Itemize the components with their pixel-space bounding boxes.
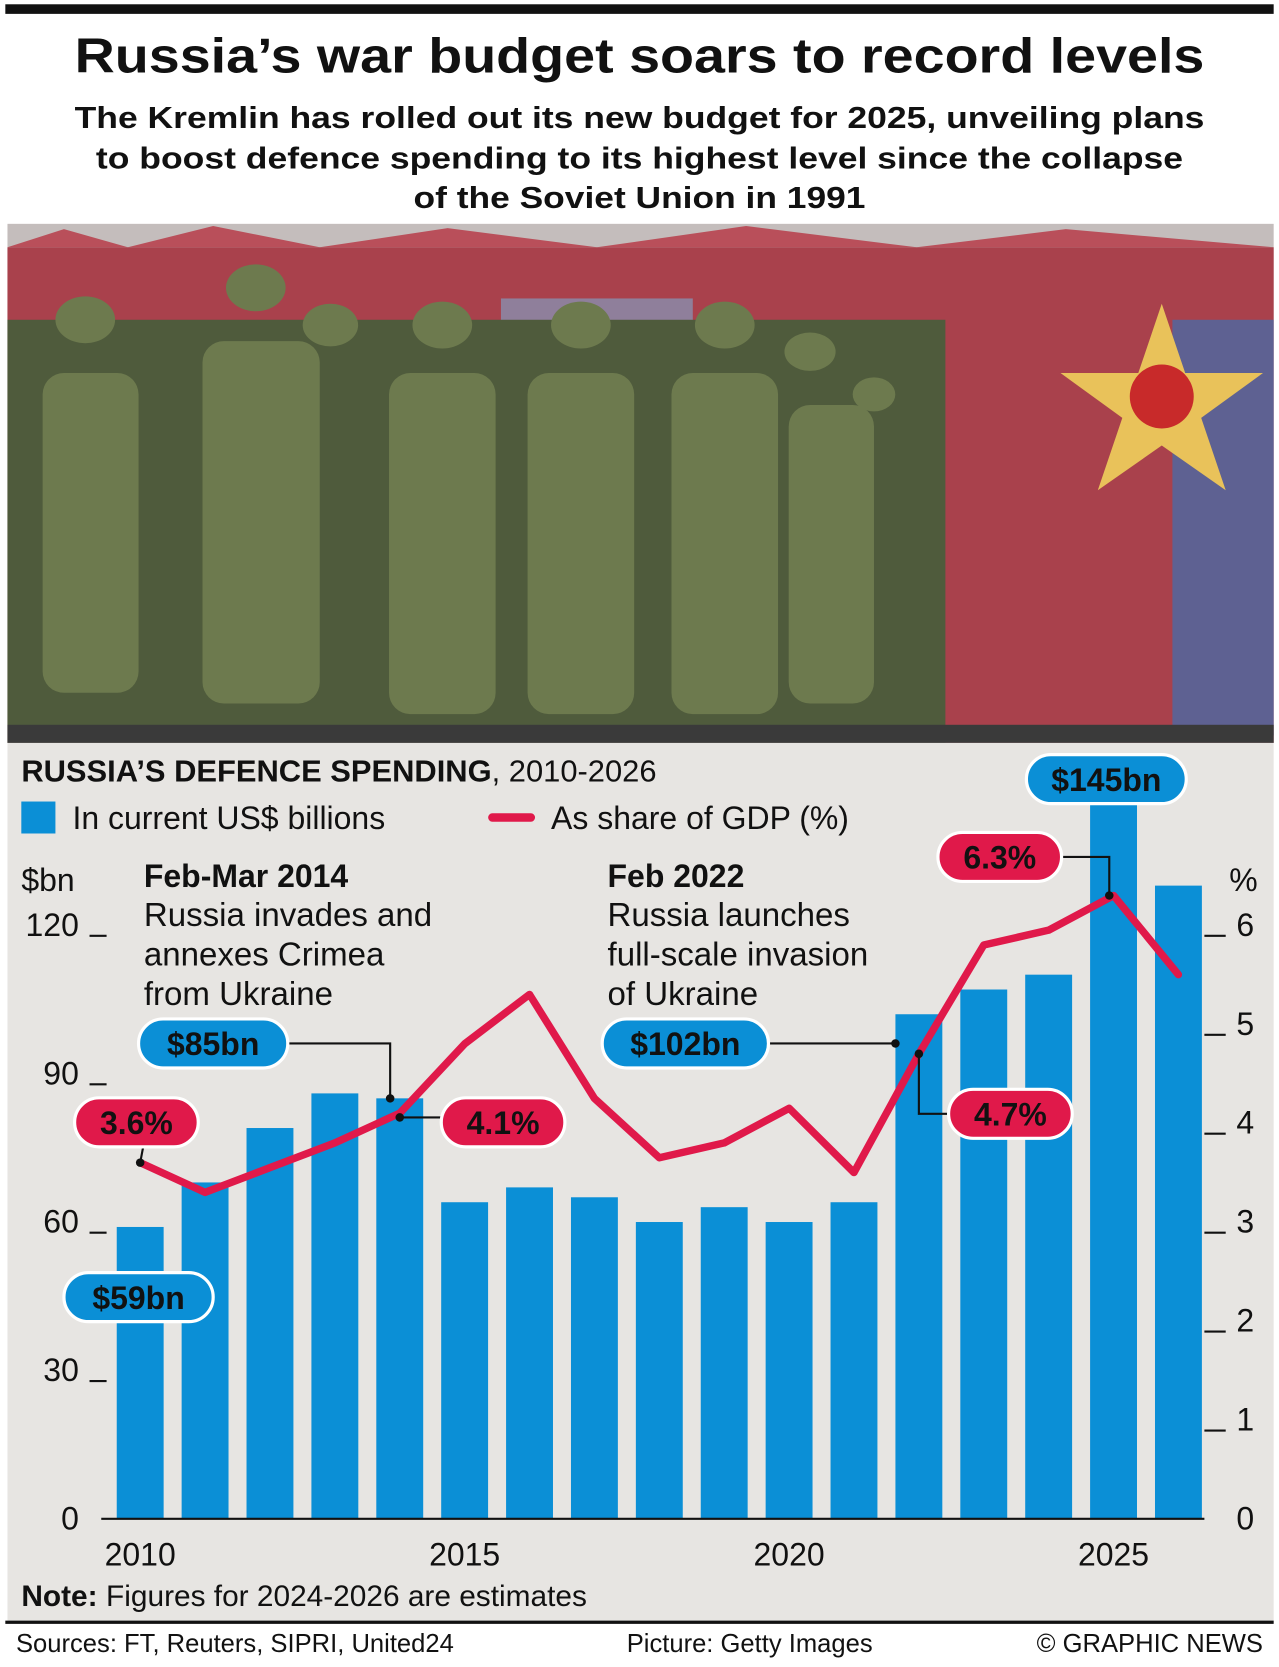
photo-soldier-shapes [42, 264, 896, 715]
label-pill [136, 1017, 290, 1070]
bar [1154, 885, 1202, 1519]
chart-title-main: RUSSIA’S DEFENCE SPENDING [21, 753, 491, 788]
title: Russia’s war budget soars to record leve… [75, 29, 1205, 83]
picture-credit: Picture: Getty Images [627, 1630, 873, 1658]
bar [311, 1093, 359, 1519]
x-tick-label: 2025 [1078, 1537, 1149, 1573]
x-tick-label: 2015 [429, 1537, 500, 1573]
y2-tick-label: 5 [1236, 1006, 1254, 1042]
chart-title-period: , 2010-2026 [492, 753, 657, 788]
y-tick-label: 60 [43, 1204, 79, 1240]
photo-emblem [1129, 364, 1194, 429]
y2-tick-label: 3 [1236, 1204, 1254, 1240]
y2-tick-label: 6 [1236, 907, 1254, 943]
chart-title: RUSSIA’S DEFENCE SPENDING, 2010-2026 [21, 753, 656, 788]
label-pill [439, 1096, 567, 1149]
bar [376, 1098, 424, 1519]
leader-dot [1105, 891, 1114, 900]
data-label: 6.3% [963, 840, 1036, 876]
bar [960, 989, 1008, 1519]
photo-roofline [7, 225, 1274, 248]
annotation-text: annexes Crimea [144, 937, 385, 974]
x-tick-label: 2020 [754, 1537, 825, 1573]
leader-line [1061, 855, 1111, 896]
annotation-text: of Ukraine [608, 976, 759, 1013]
legend-label: As share of GDP (%) [551, 800, 849, 836]
bar [830, 1202, 878, 1519]
bar [181, 1182, 229, 1519]
bar [765, 1222, 813, 1519]
y-axis-label: $bn [21, 862, 74, 898]
data-label: 4.7% [974, 1097, 1047, 1133]
note-text: Figures for 2024-2026 are estimates [106, 1580, 587, 1613]
y2-tick-label: 1 [1236, 1402, 1254, 1438]
leader-dot [891, 1039, 900, 1048]
subtitle: The Kremlin has rolled out its new budge… [75, 100, 1205, 135]
y2-tick-label: 4 [1236, 1105, 1254, 1141]
y-tick-label: 120 [26, 907, 79, 943]
y-tick-label: 30 [43, 1352, 79, 1388]
top-rule [5, 4, 1274, 14]
label-pill [936, 830, 1064, 884]
y-tick-label: 90 [43, 1055, 79, 1091]
legend-swatch [21, 801, 56, 834]
bar [506, 1187, 553, 1519]
y2-axis-label: % [1229, 862, 1257, 898]
photo [7, 223, 1274, 743]
annotation-title: Feb-Mar 2014 [144, 858, 349, 894]
bar [1025, 974, 1073, 1519]
legend-label: In current US$ billions [72, 800, 385, 836]
photo-ground [7, 724, 1274, 743]
copyright: © GRAPHIC NEWS [1037, 1630, 1263, 1658]
data-label: $102bn [630, 1026, 740, 1062]
leader-line [287, 1042, 392, 1099]
subtitle: to boost defence spending to its highest… [96, 140, 1183, 175]
data-label: 4.1% [467, 1105, 540, 1141]
bar [570, 1197, 618, 1519]
annotation-title: Feb 2022 [608, 858, 745, 894]
y-tick-label: 0 [61, 1500, 79, 1536]
leader-dot [914, 1049, 924, 1059]
data-label: $145bn [1051, 762, 1161, 798]
bar [246, 1128, 294, 1519]
bar [441, 1202, 489, 1519]
bar [116, 1226, 164, 1519]
label-pill [1024, 753, 1188, 806]
leader-line [917, 1053, 949, 1115]
data-label: $59bn [92, 1280, 184, 1316]
y2-tick-label: 0 [1236, 1500, 1254, 1536]
data-label: $85bn [167, 1026, 259, 1062]
bar [635, 1222, 683, 1519]
annotation-text: Russia invades and [144, 897, 432, 934]
data-label: 3.6% [100, 1105, 173, 1141]
leader-dot [135, 1158, 145, 1167]
annotation-text: from Ukraine [144, 976, 333, 1013]
label-pill [62, 1271, 215, 1324]
bar [700, 1207, 748, 1519]
bar [1090, 801, 1137, 1519]
annotation-text: Russia launches [608, 897, 850, 934]
label-pill [73, 1096, 200, 1149]
subtitle: of the Soviet Union in 1991 [414, 180, 866, 215]
note: Note: Figures for 2024-2026 are estimates [21, 1580, 587, 1613]
sources: Sources: FT, Reuters, SIPRI, United24 [16, 1630, 454, 1658]
leader-dot [385, 1094, 395, 1103]
leader-dot [395, 1113, 405, 1122]
note-label: Note: [21, 1580, 97, 1613]
label-pill [946, 1087, 1074, 1140]
annotation-text: full-scale invasion [608, 937, 869, 974]
label-pill [600, 1017, 771, 1070]
x-tick-label: 2010 [105, 1537, 176, 1573]
y2-tick-label: 2 [1236, 1303, 1254, 1339]
gdp-line [136, 891, 1183, 1197]
